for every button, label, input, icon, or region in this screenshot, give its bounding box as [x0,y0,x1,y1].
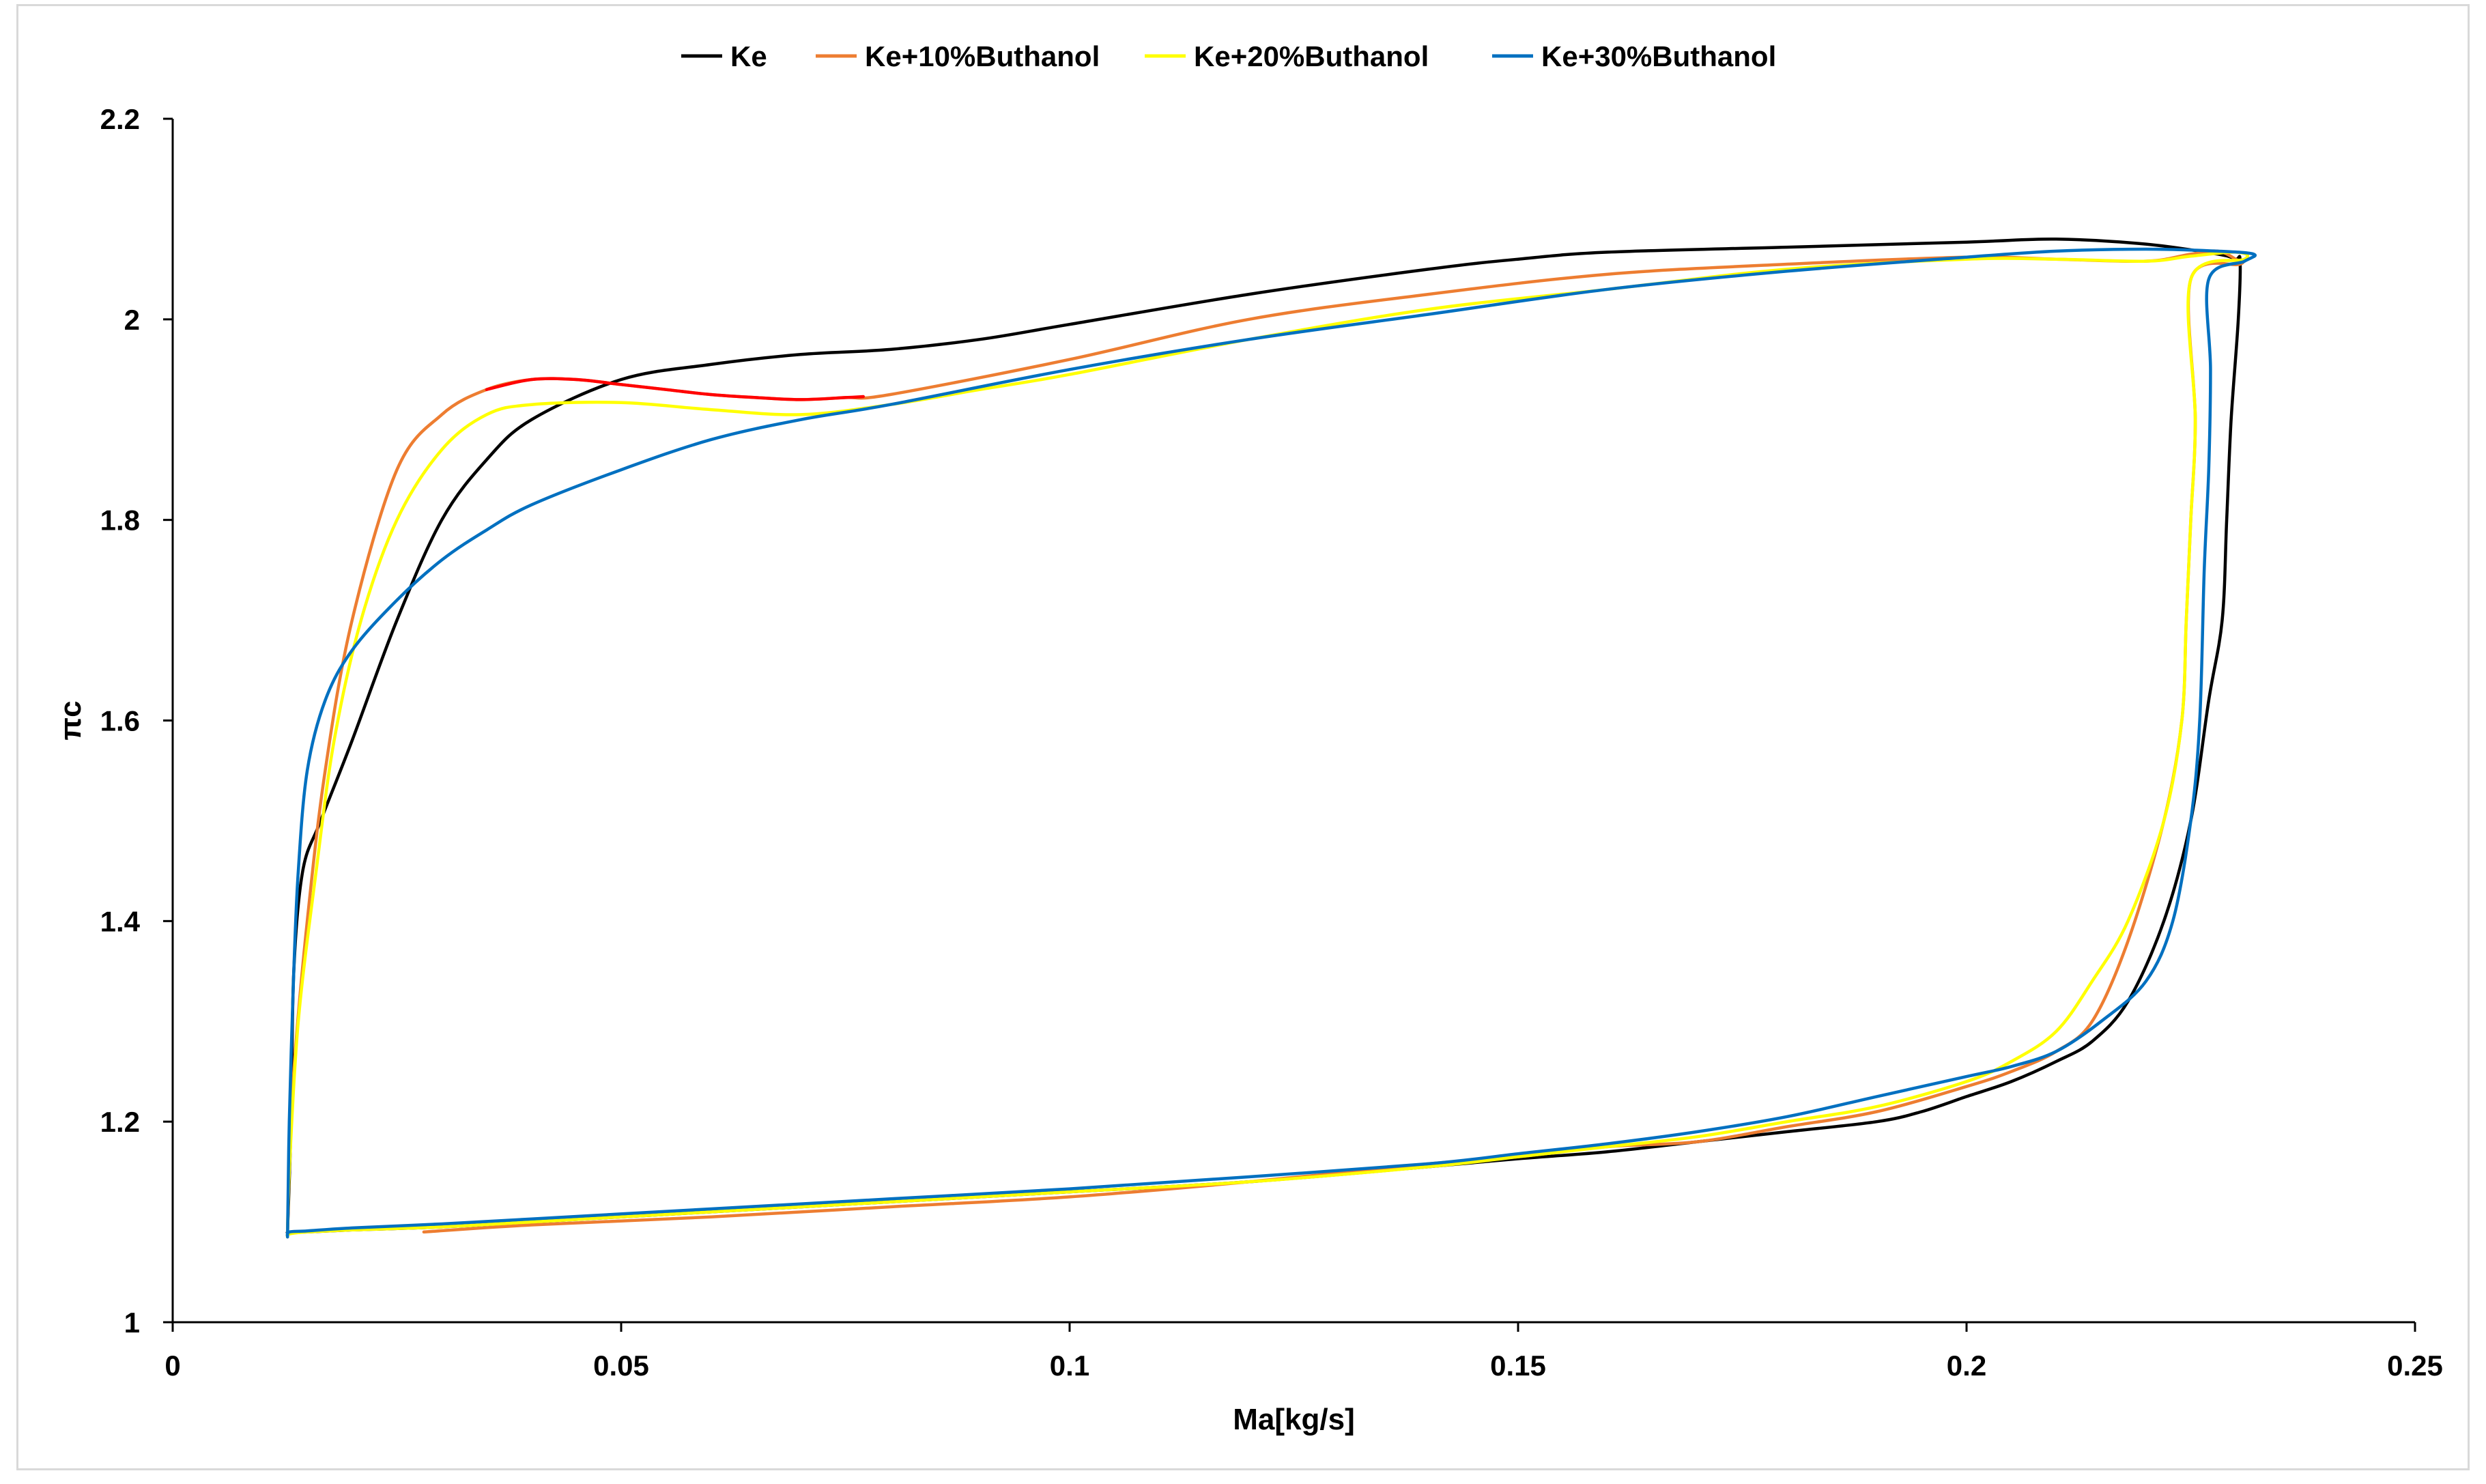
y-tick-label: 2 [124,304,140,336]
series-line-3 [285,251,2249,1239]
y-axis-title: πc [54,700,87,740]
x-tick-label: 0 [165,1350,180,1382]
series-lines [285,237,2257,1239]
y-tick-label: 1.6 [100,705,140,737]
ticks: 0 0.05 0.1 0.15 0.2 0.25 1 1.2 1.4 1.6 1.8 2 2.2 [100,103,2443,1382]
highlight-segment [485,377,866,401]
legend: Ke Ke+10%Buthanol Ke+20%Buthanol Ke+30%Buth… [681,40,1776,72]
x-tick-label: 0.1 [1050,1350,1089,1382]
y-tick-label: 1.2 [100,1106,140,1138]
series-line-1 [285,237,2242,1235]
x-tick-label: 0.25 [2387,1350,2443,1382]
legend-label: Ke+10%Buthanol [865,40,1100,72]
y-tick-label: 1 [124,1307,140,1339]
legend-label: Ke+20%Buthanol [1194,40,1429,72]
x-tick-label: 0.2 [1947,1350,1986,1382]
x-tick-label: 0.15 [1490,1350,1546,1382]
legend-label: Ke+30%Buthanol [1541,40,1776,72]
series-line-4 [285,247,2257,1239]
series-line-2 [285,249,2245,1234]
axes [171,119,2415,1324]
x-tick-label: 0.05 [593,1350,649,1382]
y-tick-label: 1.8 [100,504,140,537]
y-tick-label: 1.4 [100,905,141,937]
legend-label: Ke [730,40,767,72]
x-axis-title: Ma[kg/s] [1233,1403,1354,1436]
y-tick-label: 2.2 [100,103,140,135]
